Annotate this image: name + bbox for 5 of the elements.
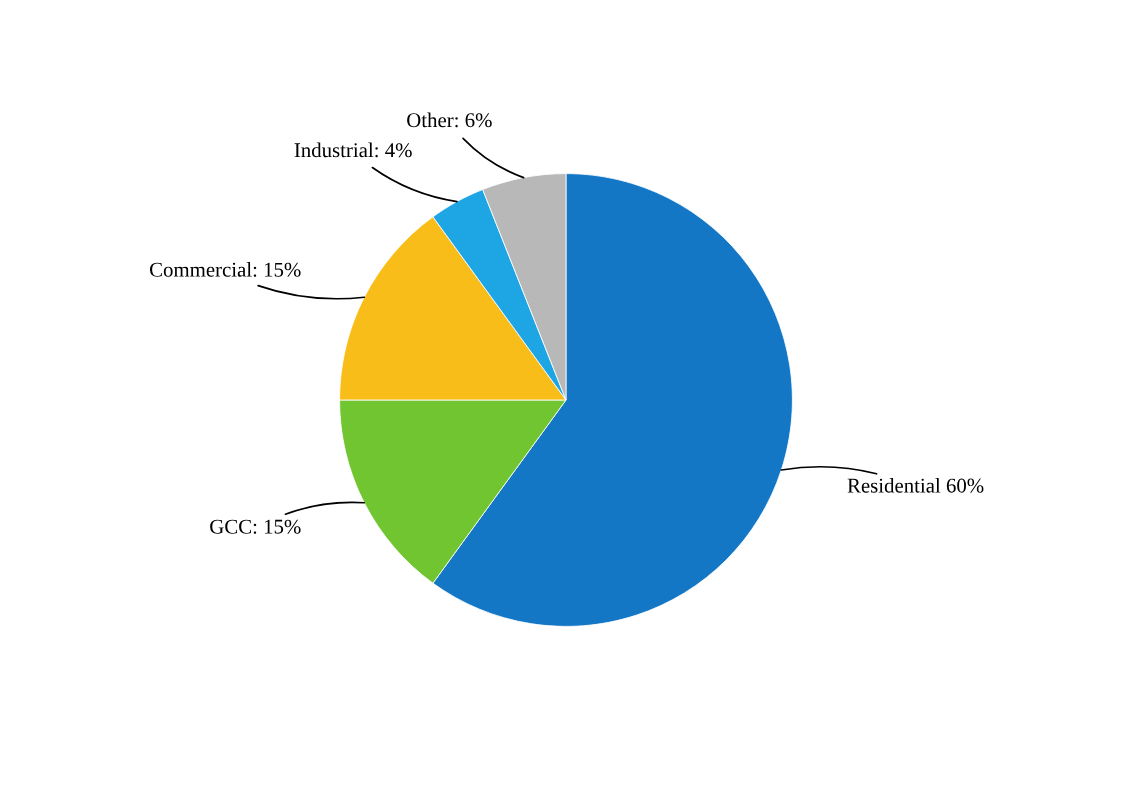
slice-label: GCC: 15%: [210, 519, 301, 534]
slice-label: Commercial: 15%: [149, 262, 301, 277]
slice-label: Residential 60%: [847, 478, 984, 493]
slice-label: Other: 6%: [407, 112, 492, 128]
slice-label: Industrial: 4%: [294, 142, 412, 158]
